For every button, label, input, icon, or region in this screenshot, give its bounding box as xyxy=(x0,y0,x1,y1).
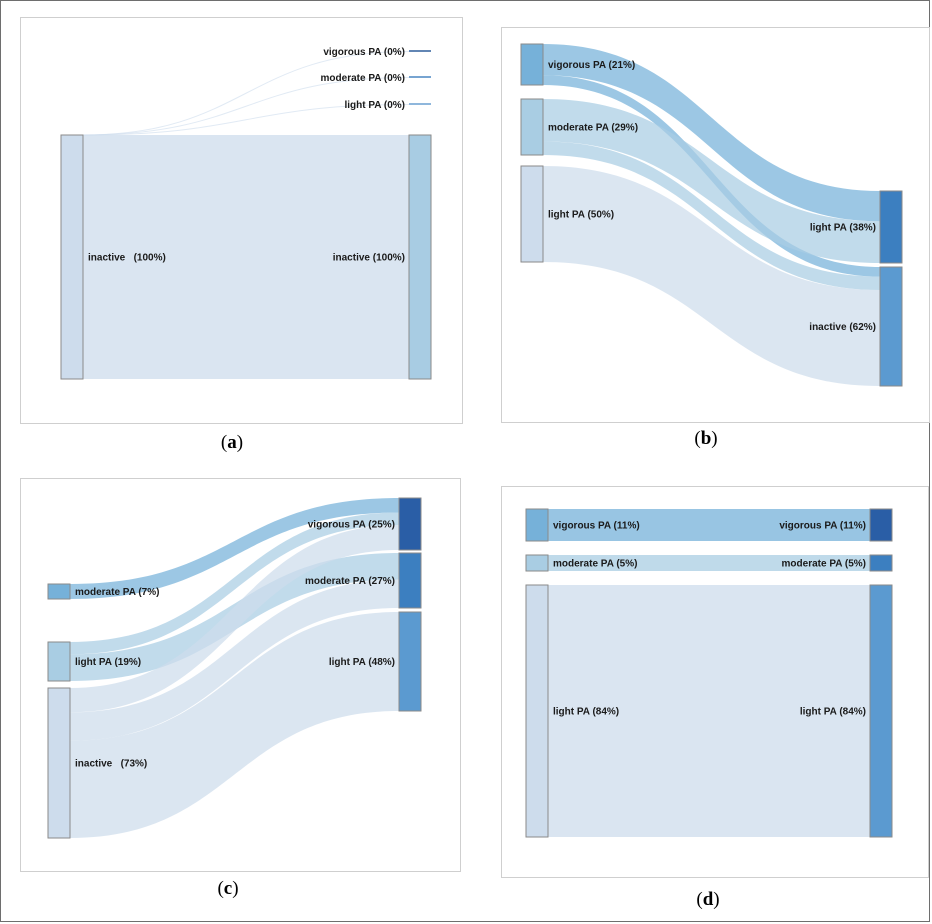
flow-moderate-pa-to-moderate-pa xyxy=(548,555,870,571)
nodes: vigorous PA (21%) moderate PA (29%) light … xyxy=(520,43,903,387)
right-node-label-moderate-pa: moderate PA (5%) xyxy=(782,559,866,570)
left-node-moderate-pa xyxy=(525,554,549,572)
left-node-label-light-pa: light PA (19%) xyxy=(75,657,141,668)
left-node-label-vigorous-pa: vigorous PA (11%) xyxy=(553,521,640,532)
flows xyxy=(548,509,870,837)
panel-caption-d: (d) xyxy=(696,889,720,910)
flow-moderate-pa-to-light-pa xyxy=(543,99,880,263)
right-node-label-light-pa: light PA (48%) xyxy=(329,657,395,668)
panel-caption-c: (c) xyxy=(217,878,239,899)
right-node-inactive xyxy=(879,266,903,387)
sankey-panel-a: inactive (100%) vigorous PA (0%) moderate … xyxy=(20,17,463,424)
flow-inactive-to-moderate-pa xyxy=(70,579,399,741)
flow-light-pa-to-light-pa xyxy=(548,585,870,837)
right-node-label-inactive: inactive (62%) xyxy=(809,322,876,333)
left-node-moderate-pa xyxy=(520,98,544,156)
sankey-panel-c: moderate PA (7%) light PA (19%) inactive (… xyxy=(20,478,461,872)
sankey-diagram-d: vigorous PA (11%) moderate PA (5%) light P… xyxy=(525,508,893,838)
flows xyxy=(82,51,410,379)
right-node-label-light-pa: light PA (0%) xyxy=(344,100,405,111)
sankey-diagram-a: inactive (100%) vigorous PA (0%) moderate … xyxy=(60,47,432,380)
left-node-label-light-pa: light PA (50%) xyxy=(548,210,614,221)
flow-vigorous-pa-to-light-pa xyxy=(543,44,880,222)
left-node-label-moderate-pa: moderate PA (5%) xyxy=(553,559,637,570)
right-node-label-moderate-pa: moderate PA (27%) xyxy=(305,576,395,587)
left-node-label-moderate-pa: moderate PA (7%) xyxy=(75,587,159,598)
right-node-label-vigorous-pa: vigorous PA (25%) xyxy=(308,520,395,531)
flow-light-pa-to-vigorous-pa xyxy=(70,512,399,655)
sankey-diagram-b: vigorous PA (21%) moderate PA (29%) light … xyxy=(520,43,903,387)
right-node-label-light-pa: light PA (84%) xyxy=(800,707,866,718)
left-node-inactive xyxy=(47,687,71,839)
right-node-light-pa xyxy=(879,190,903,264)
right-node-moderate-pa xyxy=(869,554,893,572)
right-node-inactive xyxy=(408,134,432,380)
flow-inactive-to-light-pa xyxy=(82,104,410,136)
flow-vigorous-pa-to-vigorous-pa xyxy=(548,509,870,541)
flow-inactive-to-vigorous-pa xyxy=(82,51,410,136)
left-node-label-light-pa: light PA (84%) xyxy=(553,707,619,718)
nodes: moderate PA (7%) light PA (19%) inactive (… xyxy=(47,497,422,839)
flow-moderate-pa-to-inactive xyxy=(543,141,880,291)
nodes: vigorous PA (11%) moderate PA (5%) light P… xyxy=(525,508,893,838)
sankey-diagram-c: moderate PA (7%) light PA (19%) inactive (… xyxy=(47,497,422,839)
nodes: inactive (100%) vigorous PA (0%) moderate … xyxy=(60,47,432,380)
left-node-label-inactive: inactive (100%) xyxy=(88,253,166,264)
left-node-moderate-pa xyxy=(47,583,71,600)
left-node-light-pa xyxy=(520,165,544,263)
flow-inactive-to-moderate-pa xyxy=(82,77,410,136)
left-node-label-vigorous-pa: vigorous PA (21%) xyxy=(548,60,635,71)
flow-inactive-to-inactive xyxy=(83,135,409,379)
right-node-light-pa xyxy=(398,611,422,712)
sankey-panel-d: vigorous PA (11%) moderate PA (5%) light P… xyxy=(501,486,929,878)
flows xyxy=(543,44,880,386)
left-node-vigorous-pa xyxy=(525,508,549,542)
panel-caption-b: (b) xyxy=(694,428,718,449)
right-node-light-pa xyxy=(869,584,893,838)
flow-inactive-to-light-pa xyxy=(70,612,399,838)
flow-light-pa-to-inactive xyxy=(543,166,880,386)
right-node-label-moderate-pa: moderate PA (0%) xyxy=(321,73,405,84)
right-node-label-inactive: inactive (100%) xyxy=(333,253,405,264)
left-node-label-moderate-pa: moderate PA (29%) xyxy=(548,123,638,134)
flow-moderate-pa-to-vigorous-pa xyxy=(70,498,399,599)
left-node-light-pa xyxy=(525,584,549,838)
right-node-vigorous-pa xyxy=(398,497,422,551)
right-node-moderate-pa xyxy=(398,552,422,609)
right-node-label-light-pa: light PA (38%) xyxy=(810,223,876,234)
left-node-light-pa xyxy=(47,641,71,682)
panel-caption-a: (a) xyxy=(220,432,244,453)
left-node-label-inactive: inactive (73%) xyxy=(75,759,147,770)
right-node-label-vigorous-pa: vigorous PA (11%) xyxy=(779,521,866,532)
sankey-panel-b: vigorous PA (21%) moderate PA (29%) light … xyxy=(501,27,930,423)
flows xyxy=(70,498,399,838)
flow-inactive-to-vigorous-pa xyxy=(70,525,399,713)
right-node-vigorous-pa xyxy=(869,508,893,542)
right-node-label-vigorous-pa: vigorous PA (0%) xyxy=(323,47,405,58)
left-node-inactive xyxy=(60,134,84,380)
left-node-vigorous-pa xyxy=(520,43,544,86)
